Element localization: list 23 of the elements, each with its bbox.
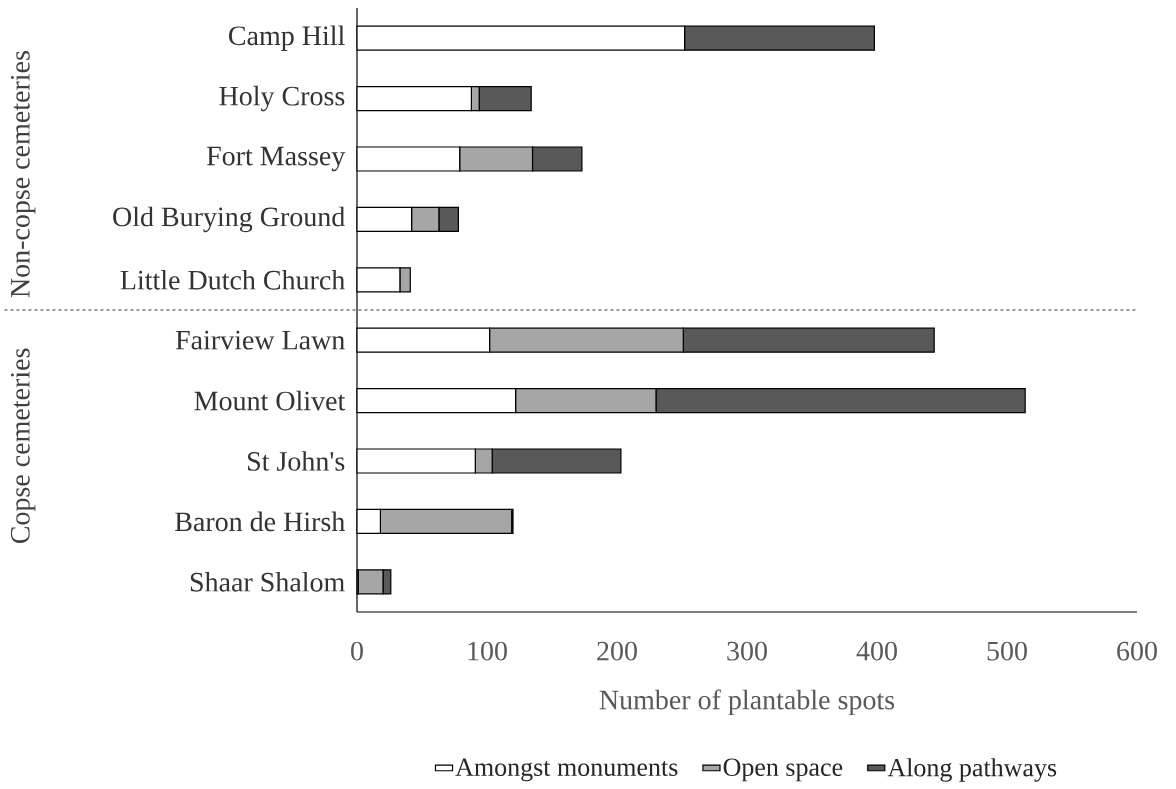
y-tick-label: Old Burying Ground <box>113 206 345 233</box>
y-tick-label: Camp Hill <box>229 25 345 51</box>
x-tick-label: 200 <box>597 641 637 661</box>
y-tick-label: Holy Cross <box>219 85 345 112</box>
y-tick-label: Baron de Hirsh <box>175 511 345 532</box>
y-tick-label: Fort Massey <box>206 146 346 172</box>
legend-label: Open space <box>723 758 843 782</box>
x-tick-label: 0 <box>351 641 363 661</box>
y-tick-label: Shaar Shalom <box>190 571 345 592</box>
x-tick-label: 400 <box>856 641 897 661</box>
legend-label: Along pathways <box>887 758 1057 782</box>
y-tick-label: Little Dutch Church <box>120 269 345 290</box>
text: Copse cemeteries <box>10 348 36 544</box>
text: Non-copse cemeteries <box>10 51 36 298</box>
x-tick-label: 100 <box>468 641 507 661</box>
y-tick-label: St John's <box>248 451 345 471</box>
x-axis-title: Number of plantable spots <box>599 689 895 716</box>
y-tick-label: Mount Olivet <box>194 390 346 411</box>
legend-label: Amongst monuments <box>455 758 678 782</box>
x-tick-label: 600 <box>1117 641 1157 661</box>
x-tick-label: 500 <box>987 641 1027 661</box>
x-tick-label: 300 <box>727 641 767 661</box>
y-tick-label: Fairview Lawn <box>175 330 345 350</box>
